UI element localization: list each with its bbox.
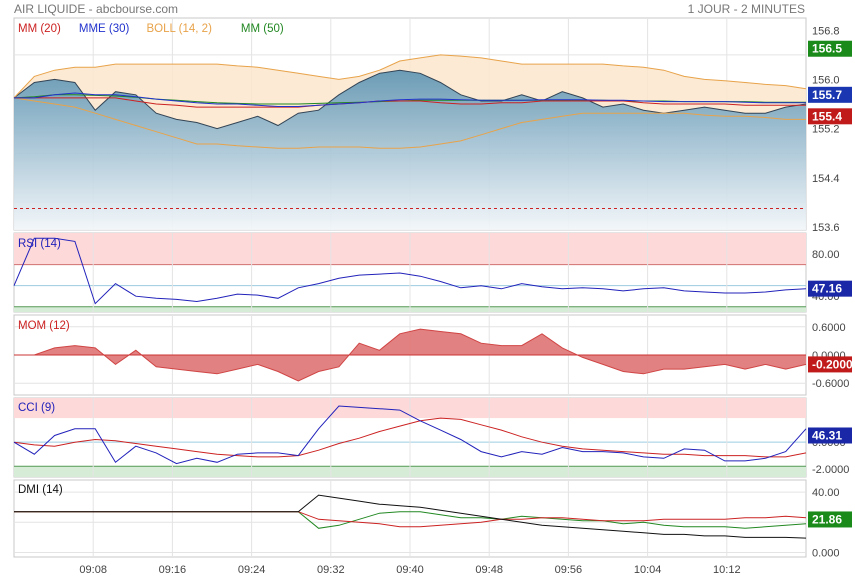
x-axis-tick: 09:24 bbox=[238, 564, 266, 576]
interval-label: 1 JOUR - 2 MINUTES bbox=[687, 2, 805, 16]
price-badge-text: 155.4 bbox=[812, 109, 842, 123]
x-axis-tick: 10:12 bbox=[713, 564, 741, 576]
price-badge bbox=[808, 108, 852, 125]
price-y-tick: 156.8 bbox=[812, 25, 840, 37]
dmi-badge-text: 21.86 bbox=[812, 512, 842, 526]
x-axis-tick: 09:40 bbox=[396, 564, 424, 576]
legend-mm50: MM (50) bbox=[241, 23, 284, 35]
mom-line bbox=[14, 328, 807, 382]
price-badge bbox=[808, 86, 852, 103]
price-y-tick: 154.4 bbox=[812, 173, 840, 185]
mom-badge-text: -0.2000 bbox=[812, 357, 853, 371]
x-axis-tick: 09:48 bbox=[475, 564, 503, 576]
price-y-tick: 153.6 bbox=[812, 222, 840, 234]
cci-line bbox=[13, 405, 807, 465]
mme30-line bbox=[14, 92, 806, 107]
rsi-label: RSI (14) bbox=[18, 238, 61, 250]
x-axis-tick: 09:16 bbox=[159, 564, 187, 576]
price-badge-text: 155.7 bbox=[812, 88, 842, 102]
mm20-line bbox=[14, 97, 806, 108]
price-y-tick: 156.0 bbox=[812, 74, 840, 86]
rsi-badge bbox=[808, 280, 852, 297]
x-axis-tick: 10:04 bbox=[634, 564, 662, 576]
cci-badge bbox=[808, 427, 852, 444]
price-line bbox=[13, 69, 807, 130]
mom-y-tick: -0.6000 bbox=[812, 378, 849, 390]
chart-title: AIR LIQUIDE - abcbourse.com bbox=[14, 2, 179, 16]
price-area bbox=[14, 70, 806, 230]
x-axis-tick: 09:32 bbox=[317, 564, 345, 576]
dmi-y-tick: 0.000 bbox=[812, 547, 840, 559]
mom-badge bbox=[808, 356, 852, 373]
cci-signal-line bbox=[13, 417, 807, 458]
cci-label: CCI (9) bbox=[18, 402, 55, 414]
cci-y-tick: -2.0000 bbox=[812, 464, 849, 476]
mom-y-tick: 0.6000 bbox=[812, 322, 846, 334]
legend-mme30: MME (30) bbox=[79, 23, 130, 35]
price-badge-text: 156.5 bbox=[812, 42, 842, 56]
rsi-line bbox=[13, 237, 807, 305]
dmi-badge bbox=[808, 511, 852, 528]
rsi-y-tick: 80.00 bbox=[812, 249, 840, 261]
cci-badge-text: 46.31 bbox=[812, 428, 842, 442]
bollinger-lower-line bbox=[13, 97, 806, 149]
x-axis-tick: 09:56 bbox=[555, 564, 583, 576]
dmi-label: DMI (14) bbox=[18, 484, 63, 496]
price-y-tick: 155.2 bbox=[812, 124, 840, 136]
rsi-badge-text: 47.16 bbox=[812, 282, 842, 296]
legend-boll: BOLL (14, 2) bbox=[147, 23, 213, 35]
bollinger-upper-line bbox=[13, 54, 807, 99]
price-badge bbox=[808, 40, 852, 57]
x-axis-tick: 09:08 bbox=[79, 564, 107, 576]
dmi-adx-line bbox=[14, 494, 807, 539]
dmi-y-tick: 40.00 bbox=[812, 487, 840, 499]
mom-label: MOM (12) bbox=[18, 320, 70, 332]
legend-mm20: MM (20) bbox=[18, 23, 61, 35]
